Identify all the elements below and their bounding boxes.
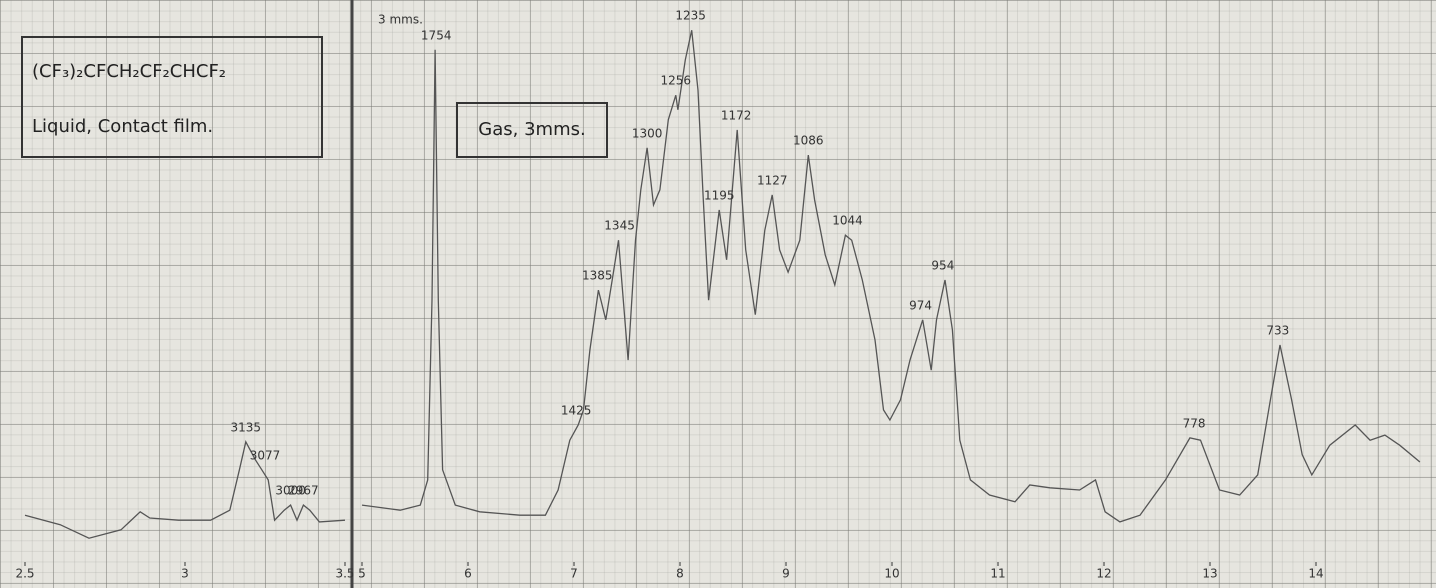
peak-label: 1345	[604, 219, 635, 233]
peak-label: 3077	[250, 448, 281, 462]
label-box	[21, 36, 323, 158]
gas-note: Gas, 3mms.	[478, 119, 585, 140]
peak-label: 2967	[288, 484, 319, 498]
sample-state: Liquid, Contact film.	[32, 116, 213, 137]
peak-label: 1300	[632, 126, 663, 140]
x-tick-label: 9	[782, 567, 790, 581]
peak-label: 1385	[582, 269, 613, 283]
path-note: 3 mms.	[378, 13, 423, 27]
peak-label: 778	[1183, 416, 1206, 430]
x-tick-label: 7	[570, 567, 578, 581]
peak-label: 1172	[721, 108, 752, 122]
x-tick-label: 6	[464, 567, 472, 581]
peak-label: 1754	[421, 28, 452, 42]
peak-label: 1127	[757, 173, 788, 187]
x-tick-label: 2.5	[15, 567, 34, 581]
formula: (CF₃)₂CFCH₂CF₂CHCF₂	[32, 61, 226, 82]
x-tick-label: 3.5	[335, 567, 354, 581]
peak-label: 1425	[561, 404, 592, 418]
x-tick-label: 5	[358, 567, 366, 581]
peak-label: 733	[1266, 323, 1289, 337]
peak-label: 954	[931, 259, 954, 273]
peak-label: 1235	[675, 9, 706, 23]
x-tick-label: 10	[884, 567, 899, 581]
peak-label: 3000	[275, 484, 306, 498]
peak-label: 974	[909, 298, 932, 312]
x-tick-label: 13	[1202, 567, 1217, 581]
spectrum-line	[361, 30, 1421, 523]
x-tick-label: 12	[1096, 567, 1111, 581]
spectrum-line	[24, 439, 346, 539]
peak-label: 1256	[660, 74, 691, 88]
peak-label: 3135	[231, 420, 262, 434]
x-tick-label: 8	[676, 567, 684, 581]
label-box	[456, 102, 608, 158]
peak-label: 1086	[793, 134, 824, 148]
peak-label: 1044	[832, 214, 863, 228]
x-tick-label: 11	[990, 567, 1005, 581]
x-tick-label: 14	[1308, 567, 1323, 581]
peak-label: 1195	[704, 189, 735, 203]
x-tick-label: 3	[181, 567, 189, 581]
